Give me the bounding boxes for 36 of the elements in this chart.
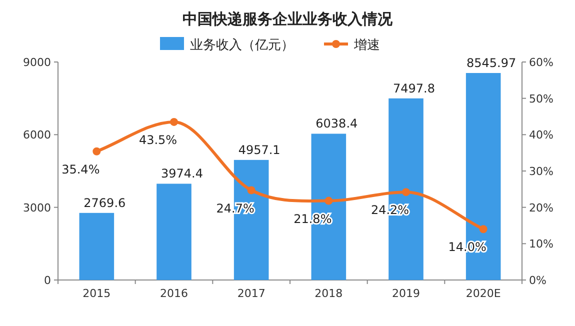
data-label: 35.4% [62, 162, 100, 176]
point [479, 225, 488, 234]
y-tick-label: 3000 [23, 201, 51, 214]
x-tick-label: 2018 [314, 287, 343, 300]
legend-label: 增速 [353, 38, 380, 53]
y2-tick-label: 50% [529, 92, 554, 106]
y2-tick-label: 60% [529, 56, 554, 69]
legend-label: 业务收入（亿元） [190, 38, 294, 53]
y-tick-label: 9000 [23, 56, 51, 69]
y2-tick-label: 10% [529, 238, 554, 251]
x-tick-label: 2019 [392, 287, 420, 300]
y2-tick-label: 0% [529, 274, 546, 287]
data-label: 3974.4 [161, 166, 203, 181]
point [170, 118, 178, 126]
bar [156, 184, 192, 280]
data-label: 8545.97 [466, 56, 516, 70]
x-tick-label: 2020E [466, 287, 501, 300]
data-label: 6038.4 [316, 116, 358, 131]
data-label: 43.5% [138, 132, 178, 147]
point [324, 196, 333, 205]
point [402, 188, 410, 196]
y2-tick-label: 30% [529, 165, 554, 178]
data-label: 4957.1 [238, 142, 280, 157]
x-tick-label: 2015 [82, 287, 111, 300]
bar [79, 212, 114, 280]
x-tick-label: 2016 [160, 287, 188, 300]
point [92, 147, 101, 156]
data-label: 2769.6 [84, 196, 126, 210]
y-tick-label: 0 [44, 274, 51, 287]
data-label: 7497.8 [393, 81, 435, 96]
point [247, 186, 256, 194]
y2-tick-label: 40% [529, 128, 554, 142]
y2-tick-label: 20% [529, 201, 554, 214]
x-tick-label: 2017 [237, 287, 266, 300]
chart-title: 中国快递服务企业业务收入情况 [182, 10, 394, 28]
y-tick-label: 6000 [23, 128, 51, 142]
